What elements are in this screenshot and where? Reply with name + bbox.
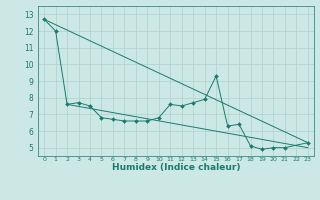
X-axis label: Humidex (Indice chaleur): Humidex (Indice chaleur): [112, 163, 240, 172]
